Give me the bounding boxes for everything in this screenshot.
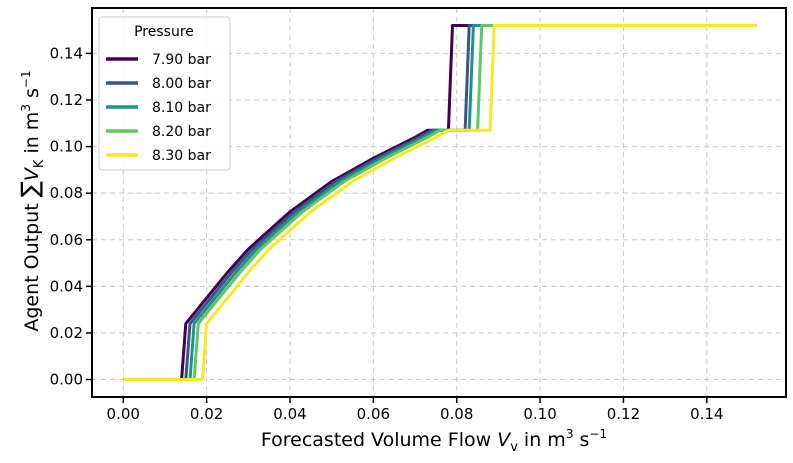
x-tick-label: 0.10 — [523, 405, 556, 423]
legend: Pressure 7.90 bar 8.00 bar 8.10 bar 8.20 ba… — [98, 16, 231, 171]
x-tick-label: 0.12 — [607, 405, 640, 423]
series-line-8-30-bar — [123, 24, 757, 381]
legend-label: 7.90 bar — [152, 52, 211, 68]
y-tick-label: 0.08 — [50, 184, 83, 202]
y-tick-label: 0.06 — [50, 231, 83, 249]
x-axis-label: Forecasted Volume Flow Vv in m3 s−1 — [261, 427, 607, 455]
y-tick-label: 0.12 — [50, 91, 83, 109]
x-tick-label: 0.04 — [273, 405, 306, 423]
y-tick-label: 0.00 — [50, 371, 83, 389]
grid — [92, 8, 786, 397]
plot-area-frame — [91, 7, 787, 398]
x-tick-label: 0.02 — [190, 405, 223, 423]
legend-label: 8.10 bar — [152, 100, 211, 116]
legend-label: 8.20 bar — [152, 124, 211, 140]
axis-ticks: 0.00 0.02 0.04 0.06 0.08 0.10 0.12 0.14 0.00 0.02… — [50, 44, 724, 423]
x-tick-label: 0.14 — [690, 405, 723, 423]
y-tick-label: 0.04 — [50, 277, 83, 295]
x-tick-label: 0.06 — [357, 405, 390, 423]
series-lines — [123, 24, 757, 381]
legend-title: Pressure — [134, 24, 194, 40]
legend-label: 8.00 bar — [152, 76, 211, 92]
y-tick-label: 0.14 — [50, 44, 83, 62]
x-tick-label: 0.00 — [107, 405, 140, 423]
y-axis-label: Agent Output ∑VK in m3 s−1 — [16, 70, 47, 331]
y-tick-label: 0.10 — [50, 138, 83, 156]
x-tick-label: 0.08 — [440, 405, 473, 423]
legend-label: 8.30 bar — [152, 148, 211, 164]
y-tick-label: 0.02 — [50, 324, 83, 342]
